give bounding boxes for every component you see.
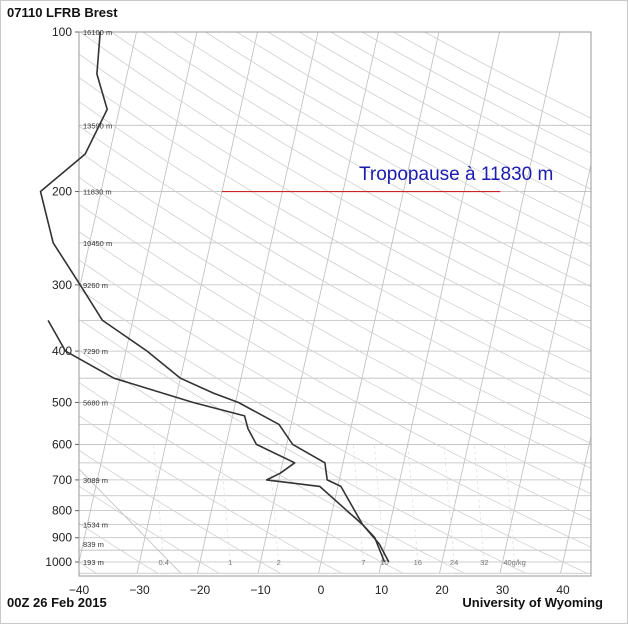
grid-layer [1, 32, 628, 573]
mixing-ratio-line [408, 444, 418, 562]
x-tick-label: −30 [129, 583, 150, 597]
dry-adiabat [1, 32, 342, 573]
dry-adiabat [237, 32, 628, 573]
dry-adiabat [1, 32, 96, 573]
isotherm-line [560, 32, 628, 573]
mixing-ratio-line [353, 444, 363, 562]
sounding-time: 00Z 26 Feb 2015 [7, 595, 107, 610]
x-tick-label: −10 [250, 583, 271, 597]
height-label: 16100 m [83, 28, 112, 37]
mixing-ratio-line [220, 444, 230, 562]
isotherm-line [621, 32, 628, 573]
y-tick-label: 900 [52, 531, 72, 545]
dry-adiabat [112, 32, 628, 573]
station-title: 07110 LFRB Brest [7, 5, 118, 20]
y-tick-label: 1000 [45, 555, 72, 569]
y-tick-label: 700 [52, 473, 72, 487]
dry-adiabat [268, 32, 628, 573]
dry-adiabat [1, 32, 628, 573]
dry-adiabat [331, 32, 628, 573]
dry-adiabat [1, 32, 526, 573]
isotherm-line [1, 32, 76, 573]
y-tick-label: 500 [52, 395, 72, 409]
x-tick-label: −20 [190, 583, 211, 597]
plot-border [79, 32, 591, 576]
mixing-ratio-label: 7 [361, 558, 365, 567]
mixing-ratio-label: 1 [228, 558, 232, 567]
height-label: 193 m [83, 558, 104, 567]
height-label: 1534 m [83, 521, 108, 530]
isotherm-line [137, 32, 258, 573]
y-tick-label: 300 [52, 278, 72, 292]
tropopause-annotation: Tropopause à 11830 m [359, 164, 553, 186]
dry-adiabat [1, 32, 587, 573]
height-label: 7290 m [83, 347, 108, 356]
dry-adiabat [425, 32, 628, 573]
mixing-ratio-label: 0.4 [158, 558, 168, 567]
mixing-ratio-label: 16 [414, 558, 422, 567]
height-label: 3089 m [83, 476, 108, 485]
mixing-ratio-line [444, 444, 454, 562]
mixing-ratio-label: 2 [277, 558, 281, 567]
dry-adiabat [1, 32, 403, 573]
x-tick-label: 0 [318, 583, 325, 597]
y-tick-label: 600 [52, 437, 72, 451]
isotherm-line [439, 32, 560, 573]
dry-adiabat [362, 32, 628, 573]
mixing-ratio-label: 24 [450, 558, 458, 567]
height-label: 10450 m [83, 239, 112, 248]
mixing-ratio-label: 32 [480, 558, 488, 567]
mixing-ratio-line [504, 444, 514, 562]
y-tick-label: 800 [52, 504, 72, 518]
dry-adiabat [1, 32, 280, 573]
height-label: 5680 m [83, 398, 108, 407]
height-label: 9260 m [83, 281, 108, 290]
isotherm-line [76, 32, 197, 573]
isotherm-line [379, 32, 500, 573]
dry-adiabat [1, 32, 464, 573]
y-tick-label: 100 [52, 25, 72, 39]
data-source: University of Wyoming [462, 595, 603, 610]
isotherm-line [1, 32, 16, 573]
height-label: 11830 m [83, 188, 112, 197]
x-tick-label: 20 [435, 583, 449, 597]
y-tick-label: 200 [52, 185, 72, 199]
x-tick-label: 10 [375, 583, 389, 597]
mixing-ratio-label: 40g/kg [503, 558, 526, 567]
mixing-ratio-line [474, 444, 484, 562]
isotherm-line [197, 32, 318, 573]
height-label: 839 m [83, 540, 104, 549]
isotherm-line [16, 32, 137, 573]
isotherm-line [500, 32, 621, 573]
